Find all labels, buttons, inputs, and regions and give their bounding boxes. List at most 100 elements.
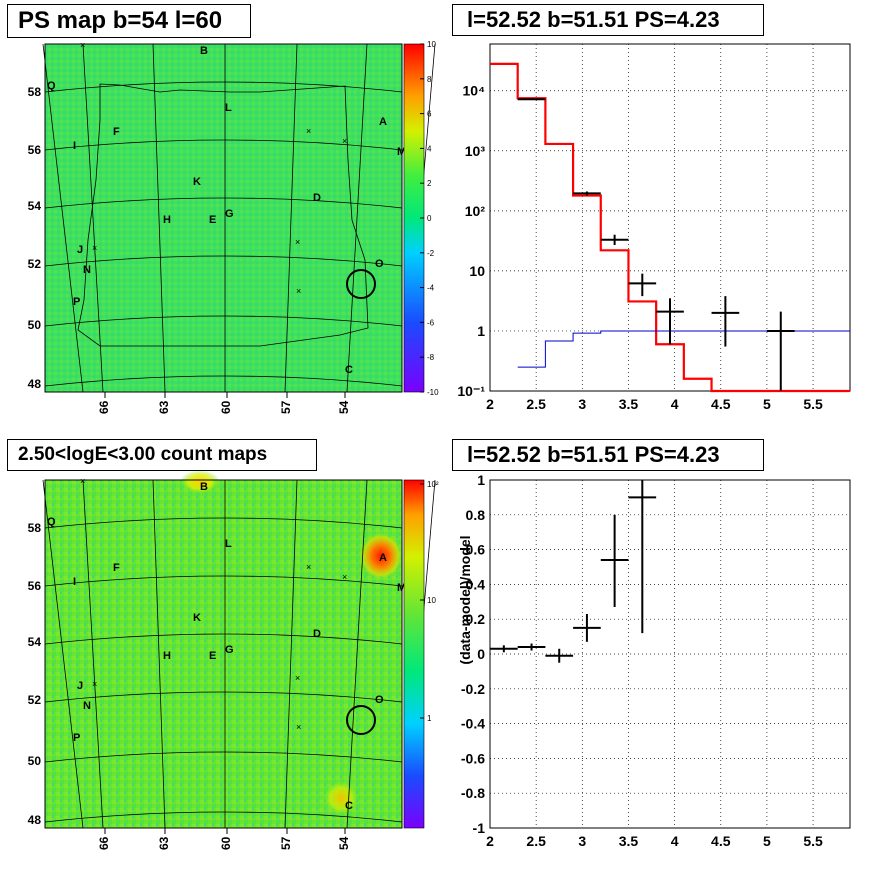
source-marker: × [342, 136, 347, 146]
source-label: G [225, 208, 234, 220]
x-tick-label: 2.5 [526, 833, 546, 849]
y-axis-label: (data-model)/model [457, 535, 473, 664]
color-bar-label: -4 [427, 284, 435, 293]
source-label: P [73, 296, 80, 308]
source-marker: × [342, 572, 347, 582]
y-tick-label: 10⁻¹ [457, 383, 485, 399]
parallel-line [44, 633, 403, 645]
x-tick-label: 3.5 [619, 833, 639, 849]
y-tick-label: 56 [28, 579, 42, 593]
residual-title: l=52.52 b=51.51 PS=4.23 [452, 439, 764, 471]
source-label: G [225, 644, 234, 656]
count-map-title: 2.50<logE<3.00 count maps [7, 439, 317, 471]
source-marker: × [306, 562, 311, 572]
source-label: K [193, 612, 201, 624]
y-tick-label: 1 [477, 472, 485, 488]
x-tick-label: 4.5 [711, 396, 731, 412]
y-tick-label: 1 [477, 323, 485, 339]
parallel-line [44, 751, 403, 763]
source-marker: × [306, 126, 311, 136]
model-step-line [517, 330, 850, 368]
source-label: N [83, 264, 91, 276]
source-label: A [379, 116, 387, 128]
source-label: M [397, 582, 406, 594]
color-bar-label: 8 [427, 75, 432, 84]
color-bar-label: 0 [427, 214, 432, 223]
x-tick-label: 5.5 [803, 396, 823, 412]
parallel-line [44, 811, 403, 823]
source-hotspot [359, 532, 403, 580]
source-marker: × [80, 40, 85, 50]
source-marker: × [295, 237, 300, 247]
source-marker: × [92, 243, 97, 253]
source-label: N [83, 700, 91, 712]
meridian-line [284, 43, 298, 393]
x-tick-label: 3 [578, 396, 586, 412]
x-tick-label: 2.5 [526, 396, 546, 412]
y-tick-label: 52 [28, 257, 42, 271]
y-tick-label: 0 [477, 646, 485, 662]
parallel-line [44, 517, 403, 529]
color-bar [403, 479, 425, 829]
meridian-line [82, 479, 104, 829]
source-label: P [73, 732, 80, 744]
source-label: K [193, 176, 201, 188]
meridian-line [82, 43, 104, 393]
source-label: J [77, 680, 83, 692]
y-tick-label: -0.6 [461, 750, 485, 766]
y-tick-label: 58 [28, 85, 42, 99]
y-tick-label: -0.2 [461, 681, 485, 697]
map-background [45, 480, 402, 828]
source-label: F [113, 562, 120, 574]
spectrum-title: l=52.52 b=51.51 PS=4.23 [452, 4, 764, 36]
y-tick-label: 54 [28, 199, 42, 213]
map-background [45, 44, 402, 392]
source-label: E [209, 214, 216, 226]
parallel-line [44, 691, 403, 703]
source-label: I [73, 576, 76, 588]
source-label: A [379, 552, 387, 564]
x-tick-label: 5.5 [803, 833, 823, 849]
x-tick-label: 4.5 [711, 833, 731, 849]
meridian-line [152, 43, 166, 393]
spectrum-panel: 2 2.5 3 3.5 4 4.5 5 5.5 10⁻¹ 1 10 10² 10³ 10⁴ [457, 43, 851, 412]
source-label: Q [47, 80, 56, 92]
x-tick-label: 66 [97, 836, 111, 850]
parallel-line [44, 315, 403, 327]
x-tick-label: 2 [486, 833, 494, 849]
source-hotspot [180, 470, 220, 494]
source-hotspot [323, 780, 359, 816]
y-tick-label: 10³ [465, 143, 486, 159]
meridian-line [346, 479, 368, 829]
y-tick-label: 0.8 [466, 507, 486, 523]
y-tick-label: 0.4 [466, 576, 486, 592]
y-tick-label: 58 [28, 521, 42, 535]
x-tick-label: 5 [763, 396, 771, 412]
target-circle [346, 269, 376, 299]
color-bar-label: 10 [427, 596, 436, 605]
region-outline [77, 83, 369, 347]
x-tick-label: 5 [763, 833, 771, 849]
x-tick-label: 2 [486, 396, 494, 412]
count-map-panel: 66 63 60 57 54 58 56 54 52 50 48 B Q L A F I M K D GE H JN O P C ×… [28, 470, 439, 850]
y-tick-label: 10⁴ [463, 83, 486, 99]
residual-panel: 2 2.5 3 3.5 4 4.5 5 5.5 -1 -0.8 -0.6 -0.4 -0.2 0 0.2 0.… [457, 472, 851, 849]
x-tick-label: 4 [671, 396, 679, 412]
x-tick-label: 57 [279, 836, 293, 850]
map-frame [44, 479, 403, 829]
source-label: L [225, 538, 232, 550]
meridian-line [42, 479, 84, 829]
source-label: J [77, 244, 83, 256]
parallel-line [44, 255, 403, 267]
x-tick-label: 57 [279, 400, 293, 414]
x-tick-label: 66 [97, 400, 111, 414]
y-tick-label: 10² [465, 203, 486, 219]
model-step-line [490, 62, 850, 393]
x-tick-label: 63 [157, 400, 171, 414]
meridian-line [42, 43, 84, 393]
source-label: I [73, 140, 76, 152]
x-tick-label: 4 [671, 833, 679, 849]
source-label: C [345, 364, 353, 376]
